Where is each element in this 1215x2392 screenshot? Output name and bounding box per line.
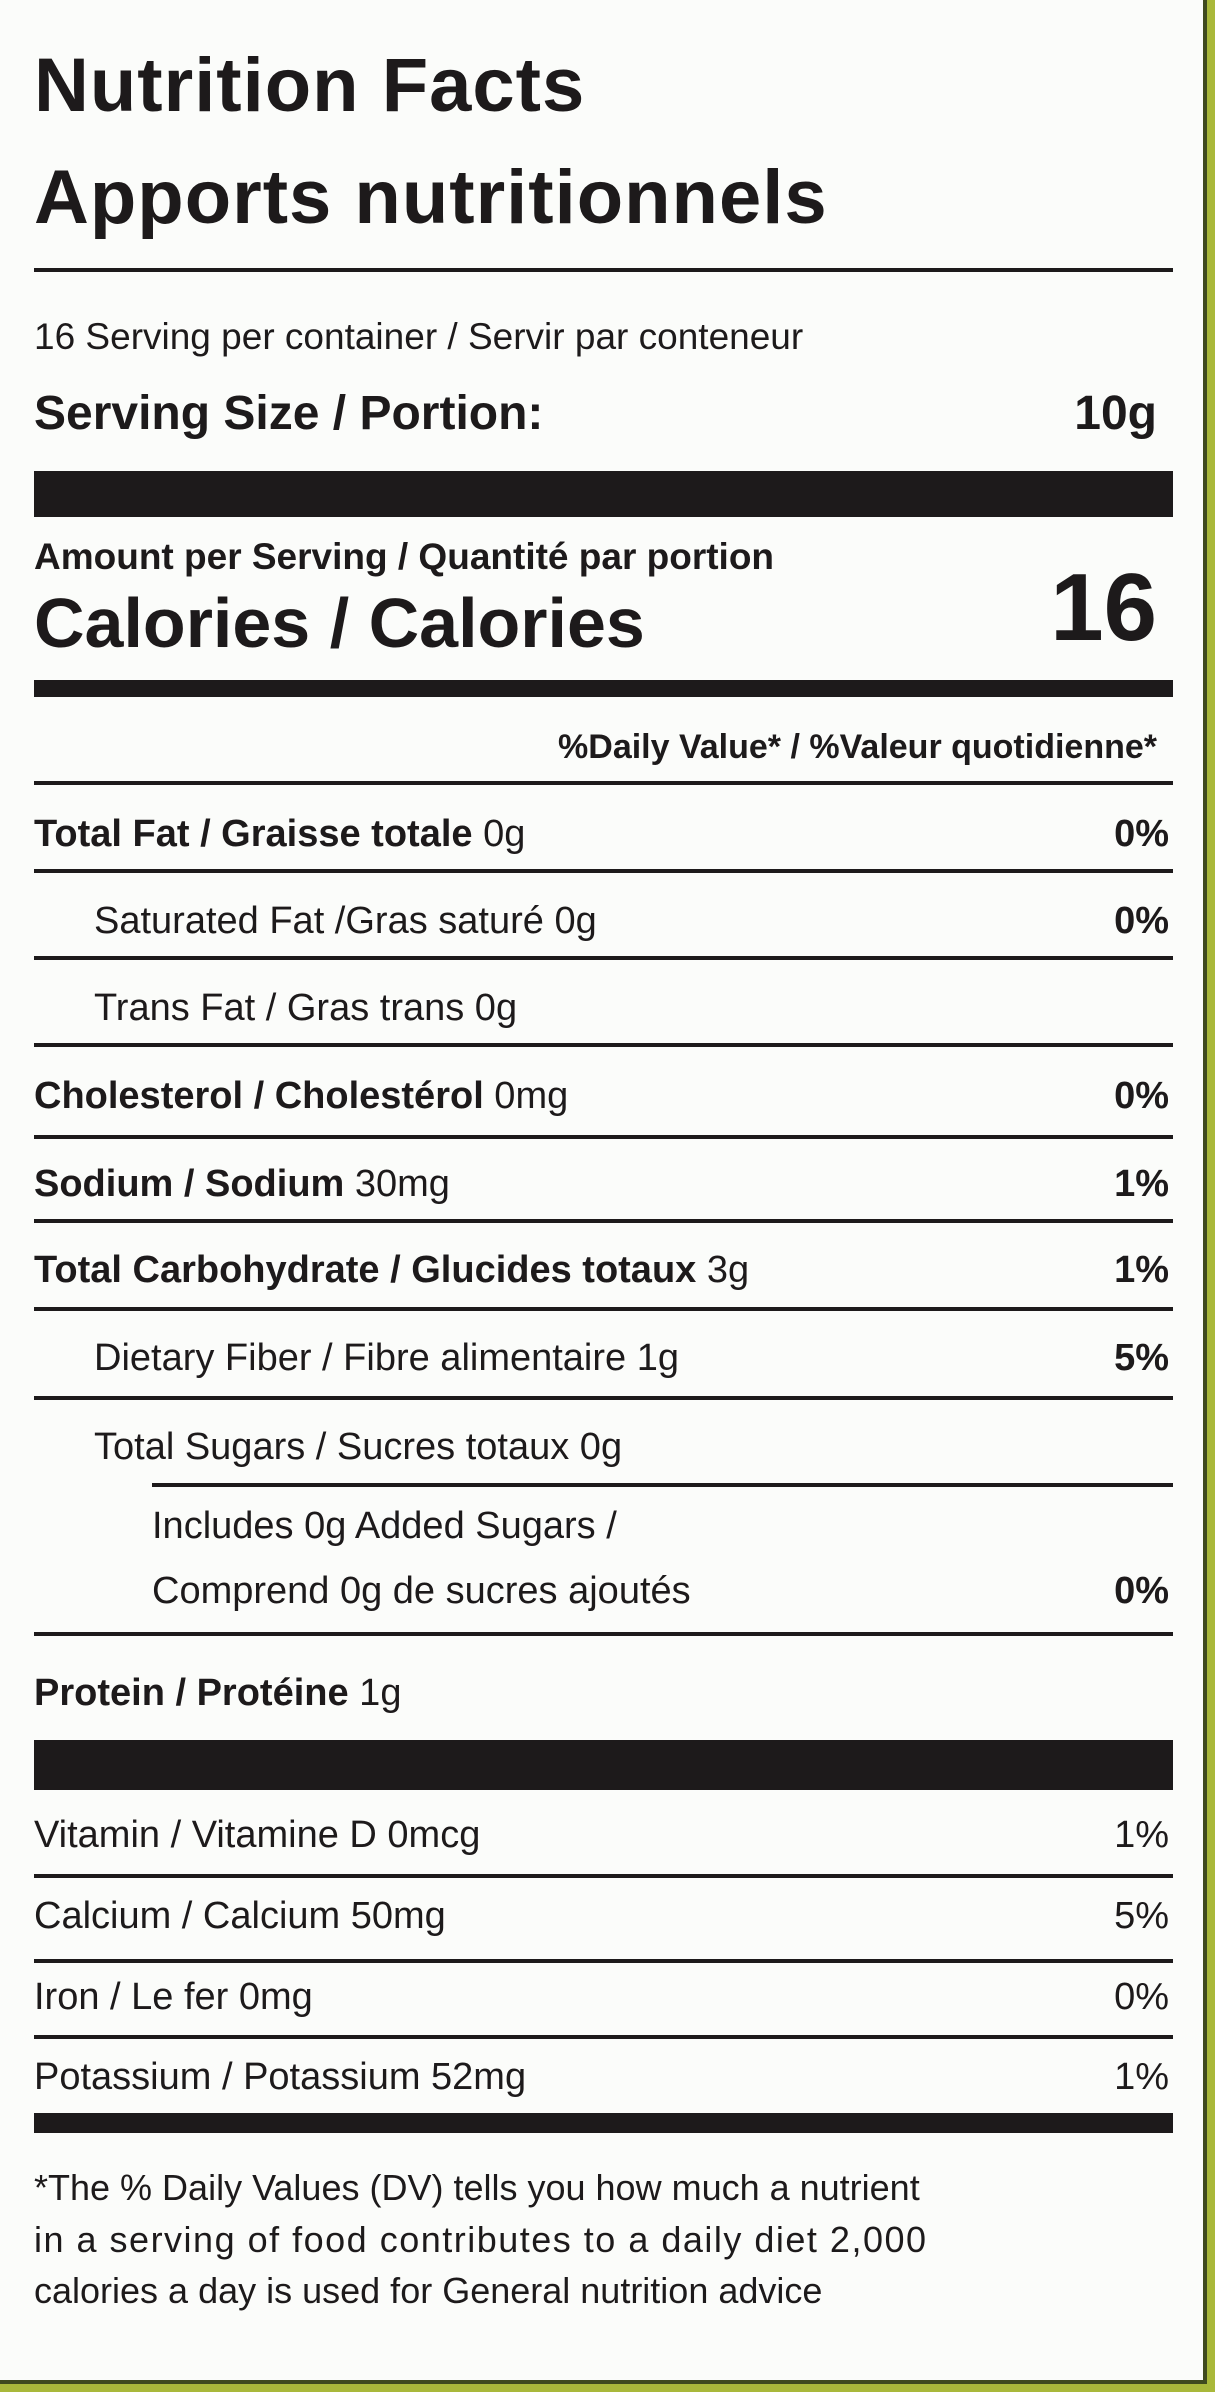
serving-size-label: Serving Size / Portion: (34, 387, 544, 440)
nutrient-dv: 0% (1114, 900, 1169, 942)
daily-value-header: %Daily Value* / %Valeur quotidienne* (558, 728, 1157, 766)
nutrient-dv: 0% (1114, 813, 1169, 855)
divider (34, 1135, 1173, 1139)
nutrient-row-sodium: Sodium / Sodium 30mg 1% (34, 1165, 1169, 1203)
nutrient-amount: 1g (348, 1672, 402, 1714)
nutrient-row-added-sugars: Includes 0g Added Sugars / (152, 1507, 1169, 1545)
nutrient-amount: 0g (464, 987, 518, 1029)
vitamin-dv: 0% (1114, 1976, 1169, 2018)
nutrient-row-added-sugars-fr: Comprend 0g de sucres ajoutés 0% (152, 1572, 1169, 1610)
medium-divider (34, 2113, 1173, 2133)
nutrient-row-dietary-fiber: Dietary Fiber / Fibre alimentaire 1g 5% (94, 1339, 1169, 1377)
nutrient-amount: 0mg (483, 1075, 569, 1117)
vitamin-name: Calcium / Calcium 50mg (34, 1895, 446, 1937)
nutrient-amount: 0g (543, 900, 597, 942)
serving-size-value: 10g (1074, 387, 1157, 440)
nutrient-name: Total Carbohydrate / Glucides totaux (34, 1249, 697, 1291)
vitamin-dv: 1% (1114, 2056, 1169, 2098)
nutrient-name: Sodium / Sodium (34, 1163, 345, 1205)
divider (34, 1959, 1173, 1963)
nutrient-name: Trans Fat / Gras trans (94, 987, 465, 1029)
divider (34, 956, 1173, 960)
servings-per-container: 16 Serving per container / Servir par co… (34, 316, 804, 357)
divider (34, 781, 1173, 785)
medium-divider (34, 680, 1173, 697)
nutrient-name: Cholesterol / Cholestérol (34, 1075, 484, 1117)
divider (34, 1874, 1173, 1878)
nutrient-name: Total Fat / Graisse totale (34, 813, 473, 855)
nutrient-row-trans-fat: Trans Fat / Gras trans 0g (94, 989, 1169, 1027)
footnote-line2: in a serving of food contributes to a da… (34, 2219, 928, 2260)
nutrient-dv: 0% (1114, 1075, 1169, 1117)
divider (34, 869, 1173, 873)
nutrient-amount: 1g (626, 1337, 679, 1379)
divider (34, 2035, 1173, 2039)
nutrient-row-total-fat: Total Fat / Graisse totale 0g 0% (34, 815, 1169, 853)
nutrient-dv: 1% (1114, 1249, 1169, 1291)
vitamin-dv: 1% (1114, 1814, 1169, 1856)
nutrient-amount: 30mg (344, 1163, 450, 1205)
nutrient-row-protein: Protein / Protéine 1g (34, 1674, 1169, 1712)
calories-value: 16 (1050, 554, 1157, 661)
vitamin-row-calcium: Calcium / Calcium 50mg 5% (34, 1897, 1169, 1935)
nutrient-name: Dietary Fiber / Fibre alimentaire (94, 1337, 627, 1379)
vitamin-dv: 5% (1114, 1895, 1169, 1937)
divider (34, 1307, 1173, 1311)
title-en: Nutrition Facts (34, 43, 586, 128)
thick-divider (34, 471, 1173, 517)
nutrient-dv: 5% (1114, 1337, 1169, 1379)
title-fr: Apports nutritionnels (34, 155, 828, 240)
nutrient-dv: 1% (1114, 1163, 1169, 1205)
vitamin-name: Vitamin / Vitamine D 0mcg (34, 1814, 481, 1856)
nutrient-row-total-sugars: Total Sugars / Sucres totaux 0g (94, 1428, 1169, 1466)
thick-divider (34, 1740, 1173, 1790)
footnote-line1: *The % Daily Values (DV) tells you how m… (34, 2167, 920, 2208)
divider (34, 1043, 1173, 1047)
divider (34, 1396, 1173, 1400)
nutrient-name-line2: Comprend 0g de sucres ajoutés (152, 1570, 691, 1612)
calories-label: Calories / Calories (34, 584, 645, 662)
nutrient-row-total-carbohydrate: Total Carbohydrate / Glucides totaux 3g 1… (34, 1251, 1169, 1289)
divider (34, 1219, 1173, 1223)
nutrient-amount: 0g (472, 813, 526, 855)
vitamin-row-iron: Iron / Le fer 0mg 0% (34, 1978, 1169, 2016)
nutrient-name-line1: Includes 0g Added Sugars / (152, 1505, 617, 1547)
vitamin-name: Potassium / Potassium 52mg (34, 2056, 527, 2098)
vitamin-row-potassium: Potassium / Potassium 52mg 1% (34, 2058, 1169, 2096)
nutrient-row-saturated-fat: Saturated Fat /Gras saturé 0g 0% (94, 902, 1169, 940)
nutrient-row-cholesterol: Cholesterol / Cholestérol 0mg 0% (34, 1077, 1169, 1115)
nutrient-name: Saturated Fat /Gras saturé (94, 900, 544, 942)
divider (34, 268, 1173, 272)
footnote-line3: calories a day is used for General nutri… (34, 2270, 823, 2311)
vitamin-row-vitamin-d: Vitamin / Vitamine D 0mcg 1% (34, 1816, 1169, 1854)
nutrient-dv: 0% (1114, 1570, 1169, 1612)
nutrient-name: Protein / Protéine (34, 1672, 349, 1714)
nutrient-amount: 0g (569, 1426, 623, 1468)
divider (152, 1483, 1173, 1487)
divider (34, 1632, 1173, 1636)
amount-per-serving: Amount per Serving / Quantité par portio… (34, 536, 775, 577)
nutrient-name: Total Sugars / Sucres totaux (94, 1426, 570, 1468)
vitamin-name: Iron / Le fer 0mg (34, 1976, 313, 2018)
nutrient-amount: 3g (696, 1249, 750, 1291)
